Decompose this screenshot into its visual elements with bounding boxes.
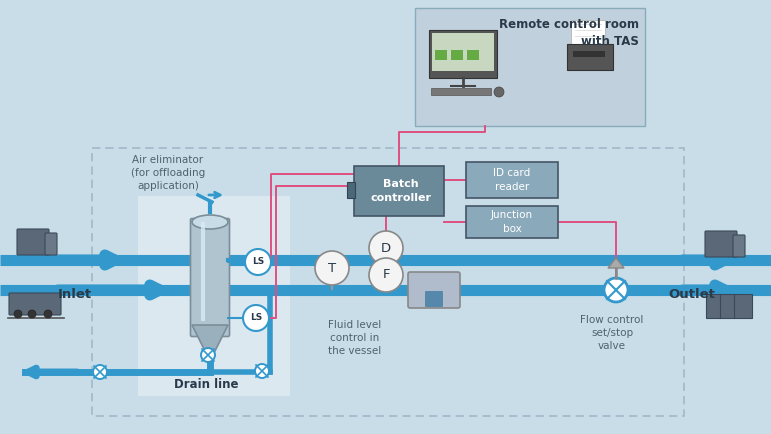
FancyBboxPatch shape: [138, 196, 290, 396]
FancyBboxPatch shape: [706, 294, 752, 318]
Polygon shape: [192, 325, 228, 353]
Circle shape: [494, 87, 504, 97]
FancyBboxPatch shape: [415, 8, 645, 126]
Text: ID card
reader: ID card reader: [493, 168, 530, 191]
Circle shape: [315, 251, 349, 285]
Text: Fluid level
control in
the vessel: Fluid level control in the vessel: [328, 320, 382, 356]
FancyBboxPatch shape: [9, 293, 61, 315]
Text: F: F: [382, 269, 390, 282]
FancyBboxPatch shape: [408, 272, 460, 308]
Text: Flow control
set/stop
valve: Flow control set/stop valve: [581, 315, 644, 352]
FancyBboxPatch shape: [451, 50, 463, 60]
FancyBboxPatch shape: [466, 162, 558, 198]
FancyBboxPatch shape: [573, 51, 605, 57]
FancyBboxPatch shape: [45, 233, 57, 255]
Text: Batch
controller: Batch controller: [371, 179, 432, 203]
Circle shape: [369, 258, 403, 292]
Circle shape: [243, 305, 269, 331]
Circle shape: [245, 249, 271, 275]
FancyBboxPatch shape: [567, 44, 613, 70]
Circle shape: [201, 348, 215, 362]
FancyBboxPatch shape: [190, 218, 230, 336]
FancyBboxPatch shape: [467, 50, 479, 60]
FancyBboxPatch shape: [347, 182, 355, 198]
Text: T: T: [328, 262, 336, 274]
Text: Air eliminator
(for offloading
application): Air eliminator (for offloading applicati…: [131, 155, 205, 191]
FancyBboxPatch shape: [571, 20, 605, 44]
FancyBboxPatch shape: [17, 229, 49, 255]
FancyBboxPatch shape: [431, 88, 491, 95]
Text: LS: LS: [252, 257, 264, 266]
FancyBboxPatch shape: [432, 33, 494, 71]
FancyBboxPatch shape: [429, 30, 497, 78]
Text: LS: LS: [250, 313, 262, 322]
FancyBboxPatch shape: [435, 50, 447, 60]
Circle shape: [44, 310, 52, 318]
Ellipse shape: [192, 215, 228, 229]
Circle shape: [14, 310, 22, 318]
FancyBboxPatch shape: [705, 231, 737, 257]
Text: Junction
box: Junction box: [491, 210, 533, 233]
FancyBboxPatch shape: [425, 291, 443, 307]
Text: Outlet: Outlet: [668, 288, 715, 301]
Circle shape: [604, 278, 628, 302]
Circle shape: [369, 231, 403, 265]
Text: Remote control room
with TAS: Remote control room with TAS: [499, 18, 639, 48]
FancyBboxPatch shape: [354, 166, 444, 216]
Text: D: D: [381, 241, 391, 254]
Polygon shape: [608, 258, 624, 268]
Text: Drain line: Drain line: [173, 378, 238, 391]
Circle shape: [93, 365, 107, 379]
FancyBboxPatch shape: [466, 206, 558, 238]
FancyBboxPatch shape: [733, 235, 745, 257]
Circle shape: [28, 310, 36, 318]
Circle shape: [255, 364, 269, 378]
Text: Inlet: Inlet: [58, 288, 92, 301]
